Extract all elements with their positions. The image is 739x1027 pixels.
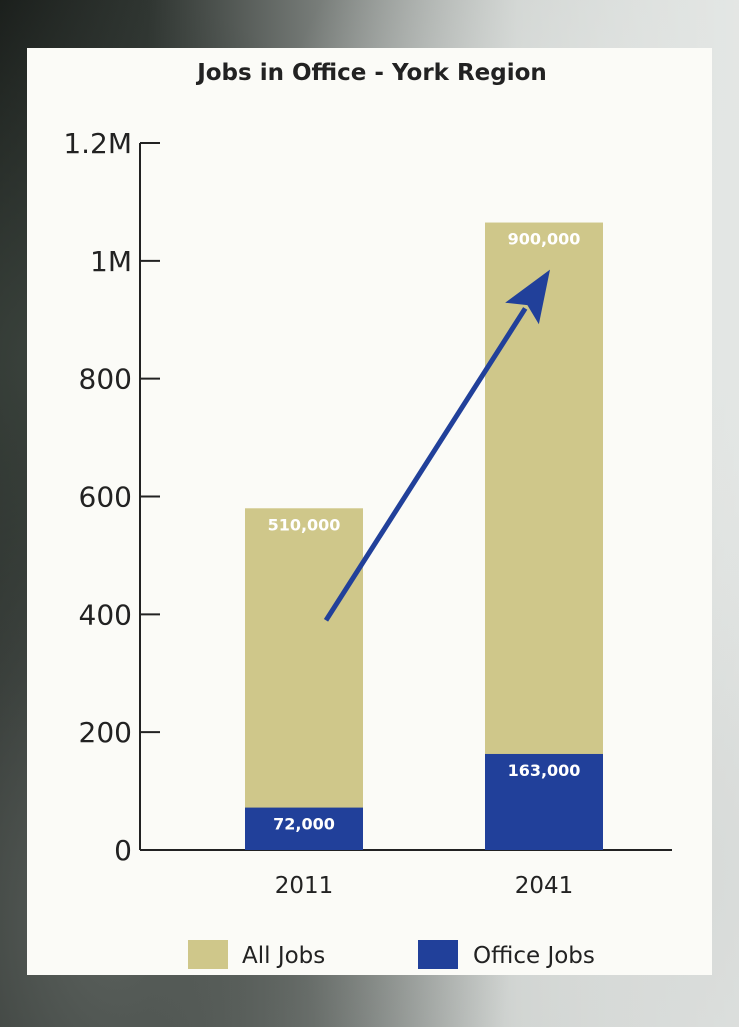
y-tick-label: 400 [79,598,132,631]
bar-all-jobs-2011 [245,508,363,850]
bar-office-jobs-2011 [245,807,363,850]
data-label-office-jobs-2011: 72,000 [273,815,335,834]
legend: All Jobs Office Jobs [188,940,595,969]
bar-all-jobs-2041 [485,222,603,851]
axes: 0 200 400 600 800 1M 1.2M 2011 2041 [63,127,672,899]
arrow-head [505,269,550,325]
trend-arrow [323,269,550,622]
arrow-shaft [323,307,528,622]
y-tick-label: 1M [90,245,132,278]
y-tick-label: 1.2M [63,127,132,160]
x-tick-label: 2011 [275,873,334,899]
bar-office-jobs-2041 [485,753,603,850]
legend-label-all-jobs: All Jobs [242,943,325,969]
legend-label-office-jobs: Office Jobs [473,943,595,969]
data-label-office-jobs-2041: 163,000 [508,761,581,780]
y-tick-label: 800 [79,363,132,396]
data-labels: 510,000 900,000 72,000 163,000 [268,230,581,834]
y-tick-label: 600 [79,481,132,514]
x-tick-label: 2041 [515,873,574,899]
data-label-all-jobs-2011: 510,000 [268,515,341,534]
chart-title: Jobs in Office - York Region [195,60,547,86]
y-tick-label: 200 [79,716,132,749]
y-tick-label: 0 [114,834,132,867]
bars [245,222,603,851]
data-label-all-jobs-2041: 900,000 [508,230,581,249]
legend-swatch-all-jobs [188,940,228,969]
legend-swatch-office-jobs [418,940,458,969]
